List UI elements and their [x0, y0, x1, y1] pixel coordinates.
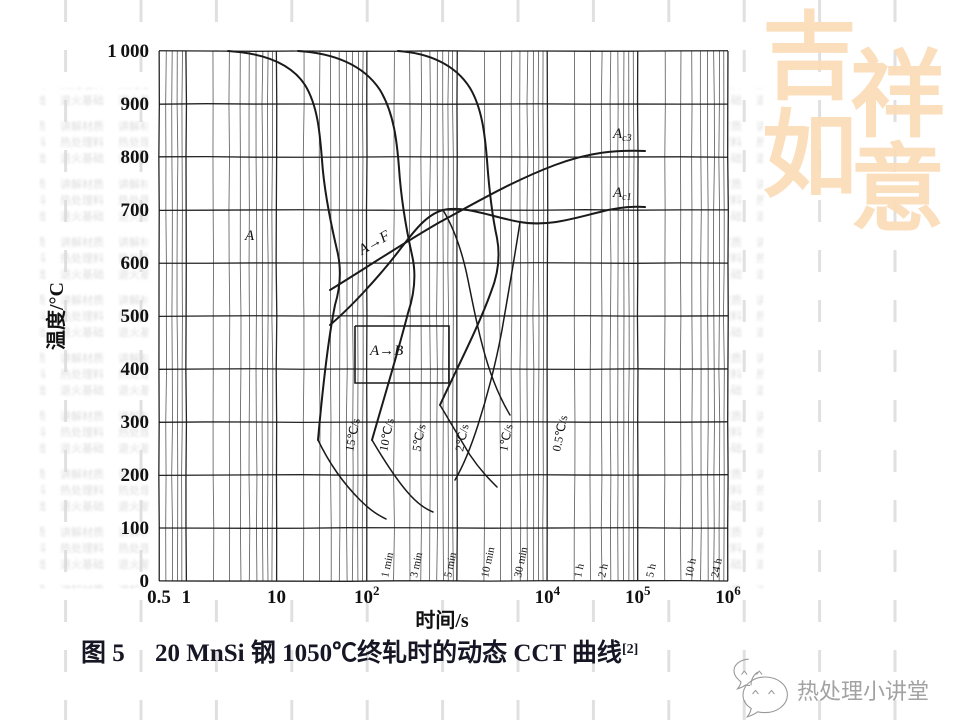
svg-text:300: 300: [121, 412, 150, 433]
svg-text:0.5: 0.5: [147, 587, 171, 608]
svg-text:20 MnSi 钢 1050℃终轧时的动态 CCT 曲线[2: 20 MnSi 钢 1050℃终轧时的动态 CCT 曲线[2]: [155, 638, 638, 667]
svg-text:100: 100: [121, 518, 150, 539]
svg-text:图 5: 图 5: [81, 640, 125, 667]
svg-text:1: 1: [181, 587, 191, 608]
svg-text:热处理小讲堂: 热处理小讲堂: [797, 679, 929, 704]
svg-text:800: 800: [121, 147, 150, 168]
svg-text:A→B: A→B: [369, 343, 403, 359]
svg-text:如: 如: [762, 103, 857, 209]
svg-text:400: 400: [121, 359, 150, 380]
svg-text:700: 700: [121, 200, 150, 221]
svg-text:600: 600: [121, 253, 150, 274]
svg-text:祥: 祥: [850, 43, 945, 149]
svg-text:温度/°C: 温度/°C: [44, 282, 68, 350]
svg-text:吉: 吉: [762, 5, 857, 111]
svg-text:意: 意: [850, 137, 945, 243]
svg-text:900: 900: [121, 94, 150, 115]
svg-text:500: 500: [121, 306, 150, 327]
svg-text:1 000: 1 000: [107, 41, 149, 62]
svg-text:10: 10: [267, 587, 286, 608]
svg-text:200: 200: [121, 465, 150, 486]
svg-text:A: A: [244, 228, 255, 244]
svg-text:时间/s: 时间/s: [415, 609, 469, 632]
